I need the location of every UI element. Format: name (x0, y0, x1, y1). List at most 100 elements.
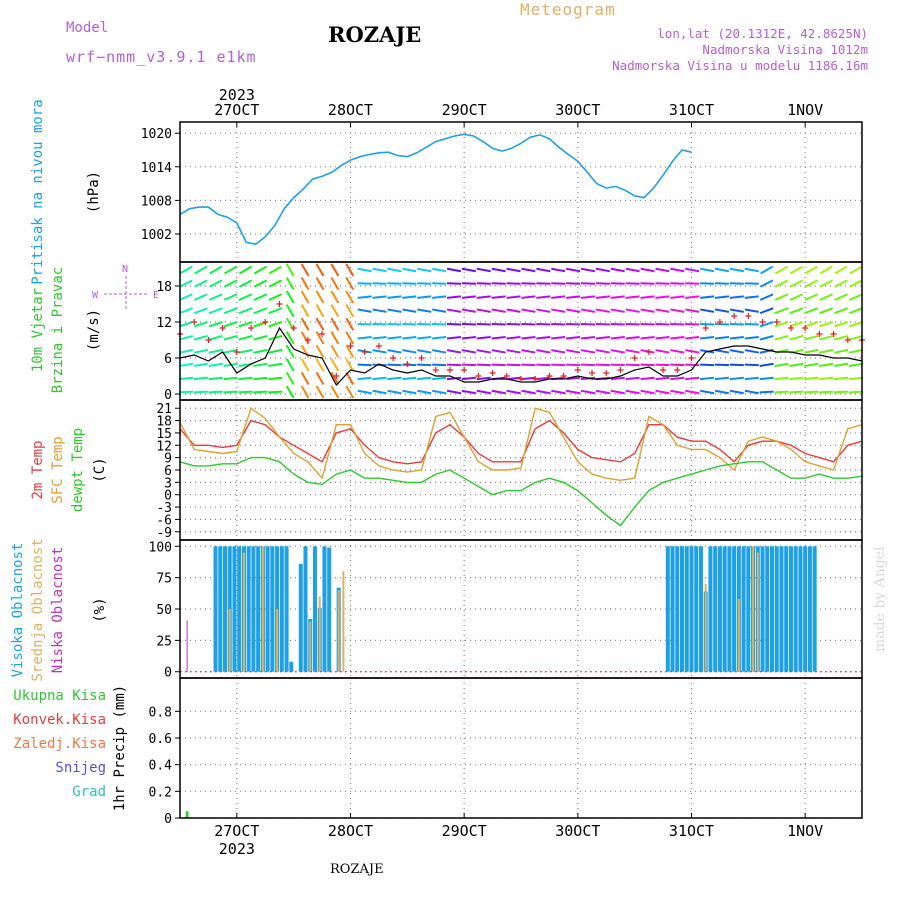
high-cloud-bar (270, 546, 275, 672)
wind-arrow (670, 295, 685, 299)
wind-arrow (566, 376, 581, 381)
wind-arrow (372, 389, 387, 395)
wind-gust-mark (603, 370, 610, 376)
temp-series-line (179, 456, 863, 527)
wind-arrow (476, 336, 491, 340)
high-cloud-bar (279, 546, 284, 672)
wind-arrow (446, 267, 462, 273)
wind-legend-north: N (122, 264, 128, 275)
wind-arrow (330, 371, 340, 386)
wind-arrow (774, 335, 789, 341)
wind-arrow (194, 279, 208, 288)
wind-arrow (315, 344, 325, 358)
wind-arrow (372, 376, 387, 381)
wind-arrow (714, 389, 730, 395)
wind-arrow (848, 362, 864, 367)
wind-arrow (402, 267, 417, 273)
wind-arrow (268, 348, 283, 354)
wind-compass (104, 276, 148, 310)
high-cloud-bar (803, 546, 808, 672)
wind-arrow (700, 336, 715, 340)
wind-gust-mark (560, 373, 567, 379)
wind-arrow (330, 263, 340, 277)
wind-arrow (223, 335, 238, 341)
wind-arrow (625, 376, 640, 381)
wind-arrow (300, 344, 310, 358)
wind-arrow (387, 295, 402, 299)
precip-legend-item: Zaledj.Kisa (13, 736, 106, 752)
wind-arrow (209, 279, 223, 288)
wind-arrow (819, 348, 834, 354)
wind-arrow (315, 290, 325, 304)
wind-arrow (819, 279, 833, 288)
mid-cloud-bar (276, 609, 279, 672)
time-label-bottom: 28OCT (328, 822, 373, 840)
y-tick-label: 1002 (141, 228, 172, 243)
wind-arrow (521, 336, 536, 340)
wind-arrow (640, 336, 655, 340)
wind-arrow (417, 295, 432, 299)
y-tick-label: 0.8 (149, 705, 172, 720)
wind-arrow (714, 349, 730, 354)
wind-gust-mark (574, 367, 581, 373)
wind-arrow (789, 335, 804, 341)
wind-arrow (285, 371, 295, 386)
wind-arrow (357, 295, 372, 299)
wind-arrow (774, 321, 789, 328)
high-cloud-bar (303, 546, 308, 672)
wind-arrow (774, 265, 789, 275)
wind-arrow (178, 376, 194, 381)
wind-arrow (789, 390, 804, 394)
time-label-top: 27OCT (214, 101, 259, 119)
wind-arrow (759, 362, 774, 367)
wind-arrow (285, 276, 295, 291)
wind-arrow (402, 389, 417, 395)
wind-gust-mark (631, 355, 638, 361)
wind-arrow (595, 336, 610, 340)
wind-arrow (268, 279, 283, 288)
high-cloud-bar (689, 546, 694, 672)
wind-arrow (476, 295, 491, 299)
wind-arrow (193, 307, 208, 315)
wind-arrow (760, 265, 774, 275)
wind-arrow (387, 376, 402, 381)
wind-arrow (759, 293, 774, 301)
wind-gust-mark (532, 376, 539, 382)
wind-arrow (744, 336, 759, 340)
wind-arrow (285, 290, 295, 304)
wind-arrow (345, 276, 355, 291)
wind-arrow (208, 335, 223, 341)
wind-arrow (372, 295, 387, 299)
wind-arrow (446, 349, 462, 354)
wind-arrow (268, 321, 283, 328)
wind-arrow (566, 389, 581, 395)
wind-arrow (432, 308, 447, 313)
high-cloud-bar (784, 546, 789, 672)
wind-arrow (330, 385, 340, 399)
precip-legend-item: Snijeg (55, 760, 106, 776)
y-tick-label: 0 (164, 489, 172, 504)
wind-arrow (640, 267, 655, 273)
wind-arrow (491, 349, 506, 354)
y-tick-label: 1008 (141, 194, 172, 209)
wind-arrow (566, 267, 581, 273)
temp-unit: (C) (92, 457, 108, 482)
wind-gust-mark (645, 349, 652, 355)
wind-gust-mark (589, 370, 596, 376)
wind-arrow (849, 293, 863, 301)
wind-arrow (759, 376, 774, 381)
wind-arrow (330, 317, 340, 331)
wind-arrow (387, 267, 402, 273)
wind-gust-mark (518, 376, 524, 382)
precip-bar (185, 811, 189, 818)
cloud-axis-title-high: Visoka Oblacnost (10, 543, 26, 678)
wind-legend-west: W (92, 290, 99, 301)
wind-arrow (685, 349, 700, 354)
wind-arrow (774, 279, 789, 288)
wind-gust-mark (802, 325, 809, 331)
wind-gust-mark (375, 343, 382, 349)
wind-gust-mark (674, 367, 681, 373)
y-tick-label: 18 (156, 280, 172, 295)
temp-axis-title-sfc: SFC Temp (50, 436, 66, 503)
wind-arrow (476, 376, 491, 381)
